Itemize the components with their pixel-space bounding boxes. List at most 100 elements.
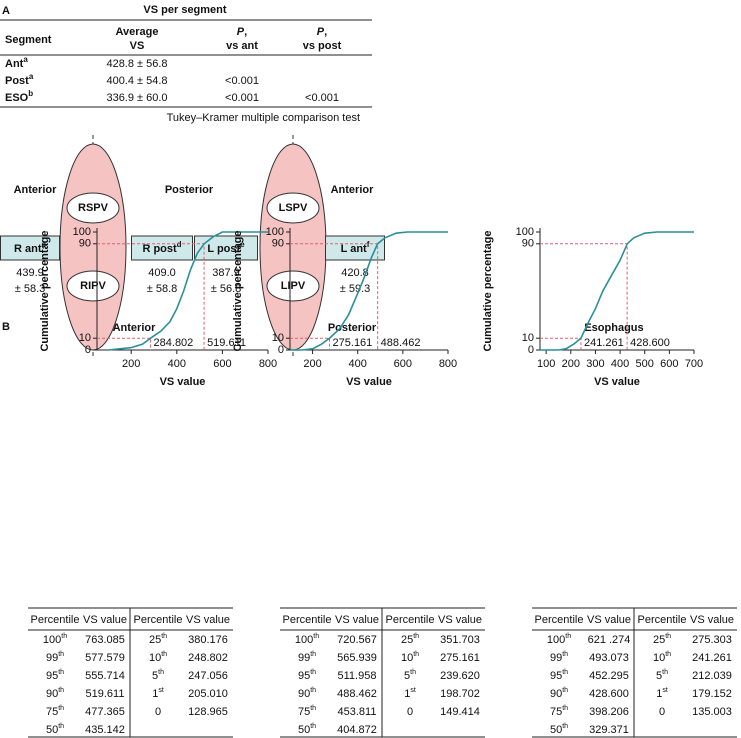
y-axis-label: Cumulative percentage: [232, 230, 244, 351]
reference-label: 241.261: [584, 337, 624, 349]
cell-main: 428.600: [589, 688, 629, 700]
cell-sup: th: [410, 669, 416, 676]
cell-sup: a: [23, 55, 28, 64]
segment-sup: c: [42, 240, 47, 249]
vein: [66, 270, 120, 302]
cell-text: 212.039: [692, 670, 732, 682]
segment-sd: ± 56.8: [211, 283, 242, 295]
cell-main: 380.176: [188, 634, 228, 646]
cell-main: 241.261: [692, 652, 732, 664]
cell-main: 25: [401, 634, 413, 646]
cell-sup: th: [158, 669, 164, 676]
x-tick-label: 100: [537, 358, 555, 370]
cell-sup: th: [562, 723, 568, 730]
cell-text: 205.010: [188, 688, 228, 700]
cell-main: ESO: [5, 92, 29, 104]
cell-main: <0.001: [225, 92, 259, 104]
cell-text: 25th: [149, 633, 167, 646]
cell-sup: th: [413, 633, 419, 640]
cell-text: 398.206: [589, 706, 629, 718]
cell-main: 275.303: [692, 634, 732, 646]
cell-text: <0.001: [225, 92, 259, 104]
cell-text: 0: [407, 706, 413, 718]
cell-text: 0: [155, 706, 161, 718]
cell-sup: b: [28, 89, 33, 98]
cell-text: 135.003: [692, 706, 732, 718]
cell-text: Anta: [5, 55, 28, 70]
cell-sup: th: [58, 651, 64, 658]
reference-line: [290, 337, 331, 350]
header-text: VS: [130, 40, 145, 52]
cell-main: 555.714: [85, 670, 125, 682]
table-title: VS per segment: [143, 4, 226, 16]
cell-sup: th: [562, 705, 568, 712]
cell-text: 99th: [298, 651, 316, 664]
cell-text: 95th: [46, 669, 64, 682]
cell-main: 212.039: [692, 670, 732, 682]
cell-text: 0: [659, 706, 665, 718]
cell-sup: th: [310, 687, 316, 694]
header-italic: P: [317, 26, 325, 38]
cell-main: 0: [155, 706, 161, 718]
header-text: VS value: [335, 614, 379, 626]
cell-text: 336.9 ± 60.0: [106, 92, 167, 104]
cell-sup: a: [29, 72, 34, 81]
segment-main: L ant: [341, 243, 367, 255]
cell-text: 404.872: [337, 724, 377, 736]
segment-mean: 420.8: [341, 267, 369, 279]
cell-text: 380.176: [188, 634, 228, 646]
cell-main: 621 .274: [588, 634, 631, 646]
cell-main: 453.811: [338, 706, 377, 718]
x-axis-label: VS value: [346, 376, 392, 388]
x-axis-label: VS value: [160, 376, 206, 388]
cell-main: 1: [404, 688, 410, 700]
region-label: Anterior: [331, 184, 375, 196]
cell-sup: th: [161, 651, 167, 658]
cell-text: 75th: [298, 705, 316, 718]
cell-sup: st: [662, 687, 668, 694]
segment-box: [194, 235, 258, 261]
y-tick-label: 10: [522, 332, 534, 344]
cell-text: 621 .274: [588, 634, 631, 646]
cell-sup: th: [562, 669, 568, 676]
x-tick-label: 600: [394, 358, 412, 370]
cell-text: 50th: [46, 723, 64, 736]
x-tick-label: 400: [611, 358, 629, 370]
cell-main: 519.611: [86, 688, 125, 700]
cell-text: 99th: [550, 651, 568, 664]
cell-text: 10th: [149, 651, 167, 664]
header-text: VS value: [690, 614, 734, 626]
cell-main: 25: [149, 634, 161, 646]
cell-text: 248.802: [188, 652, 228, 664]
cell-main: 493.073: [589, 652, 629, 664]
x-tick-label: 200: [122, 358, 140, 370]
x-tick-label: 300: [586, 358, 604, 370]
cell-main: 50: [298, 724, 310, 736]
cell-text: 50th: [298, 723, 316, 736]
cell-text: 720.567: [337, 634, 377, 646]
header-text: Percentile: [535, 614, 584, 626]
reference-label: 284.802: [154, 337, 194, 349]
segment-name: R antc: [14, 240, 47, 255]
cell-main: 275.161: [440, 652, 480, 664]
cdf-line: [540, 231, 694, 351]
cell-sup: th: [58, 705, 64, 712]
header-text: P,: [317, 26, 327, 38]
x-tick-label: 200: [303, 358, 321, 370]
header-text: Average: [115, 26, 158, 38]
header-text: VS value: [83, 614, 127, 626]
header-main: ,: [244, 26, 247, 38]
cell-text: <0.001: [225, 75, 259, 87]
cell-sup: th: [58, 723, 64, 730]
header-text: P,: [237, 26, 247, 38]
x-tick-label: 500: [636, 358, 654, 370]
cell-main: 95: [46, 670, 58, 682]
cell-text: 95th: [550, 669, 568, 682]
vein: [266, 192, 320, 224]
cell-text: 511.958: [338, 670, 377, 682]
cell-text: 95th: [298, 669, 316, 682]
cell-main: 90: [550, 688, 562, 700]
cell-sup: th: [310, 651, 316, 658]
cell-text: 10th: [401, 651, 419, 664]
